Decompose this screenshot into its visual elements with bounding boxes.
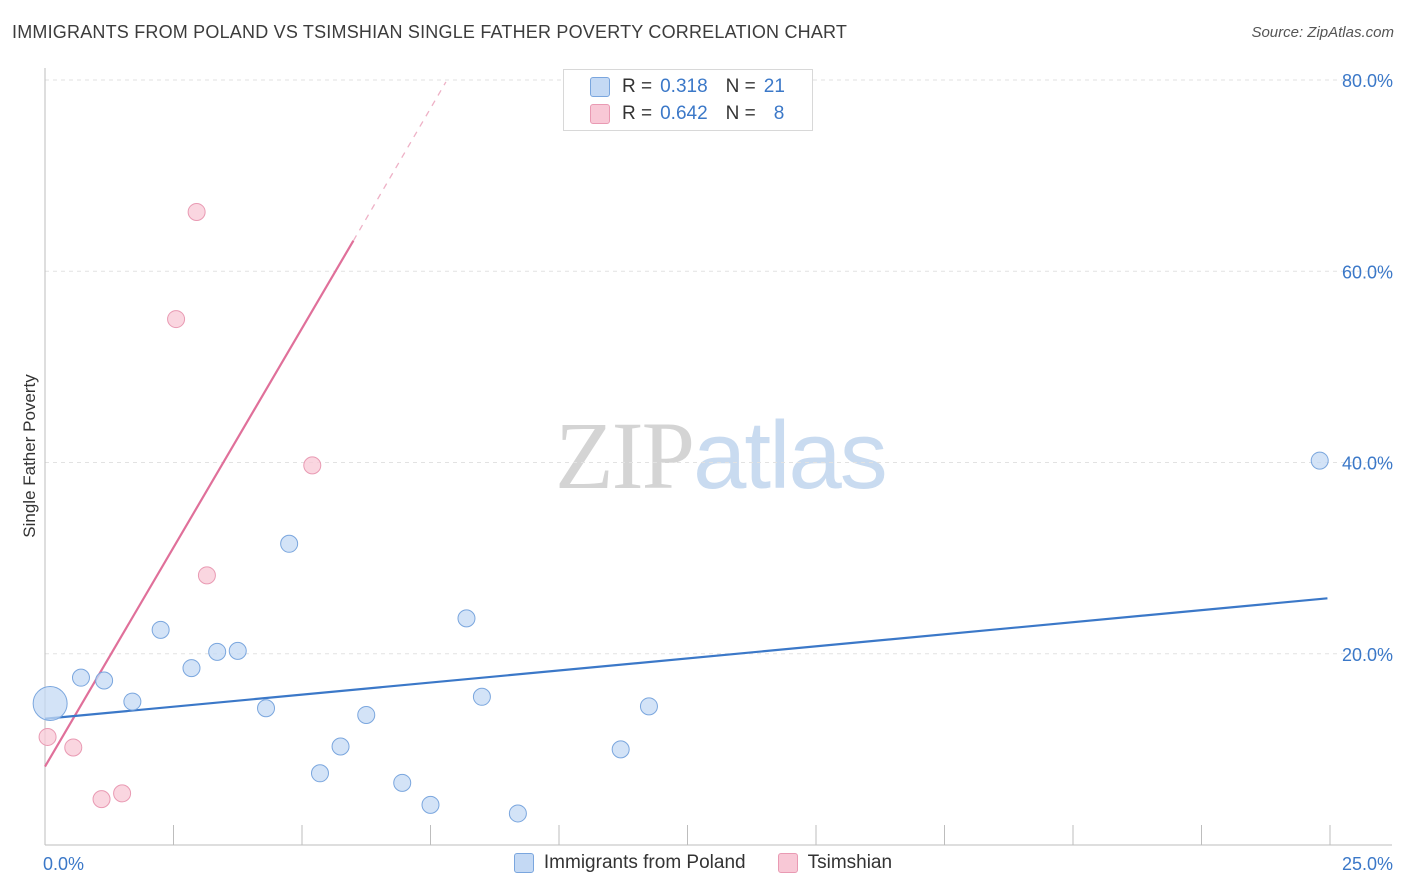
y-tick-label: 80.0% bbox=[1342, 71, 1393, 91]
legend-row-poland: R = 0.318 N = 21 bbox=[590, 73, 785, 100]
data-point-poland bbox=[95, 671, 114, 690]
data-point-tsimshian bbox=[64, 738, 83, 757]
data-point-poland bbox=[357, 705, 376, 724]
legend-item-poland[interactable]: Immigrants from Poland bbox=[513, 852, 746, 874]
data-point-poland bbox=[457, 609, 476, 628]
data-point-poland bbox=[32, 685, 68, 721]
legend-swatch-poland bbox=[590, 76, 610, 97]
x-tick-label: 0.0% bbox=[43, 854, 84, 874]
x-tick-label: 25.0% bbox=[1342, 854, 1393, 874]
legend-label-poland: Immigrants from Poland bbox=[543, 852, 746, 873]
trendline-tsimshian bbox=[44, 240, 355, 768]
trendline-tsimshian-extension bbox=[352, 81, 447, 241]
data-point-poland bbox=[257, 699, 276, 718]
legend-swatch-tsimshian bbox=[590, 103, 610, 124]
data-point-tsimshian bbox=[197, 566, 216, 585]
trendline-poland bbox=[44, 597, 1328, 720]
y-tick-label: 60.0% bbox=[1342, 262, 1393, 282]
data-point-tsimshian bbox=[113, 784, 132, 803]
data-point-tsimshian bbox=[303, 456, 322, 475]
legend-item-tsimshian[interactable]: Tsimshian bbox=[777, 852, 893, 874]
data-point-tsimshian bbox=[187, 202, 206, 221]
legend-n-label: N = bbox=[725, 102, 756, 124]
data-point-poland bbox=[611, 740, 630, 759]
data-point-tsimshian bbox=[167, 310, 186, 329]
source-label: Source: ZipAtlas.com bbox=[1251, 24, 1394, 41]
data-point-poland bbox=[228, 641, 247, 660]
legend-r-value: 0.318 bbox=[660, 75, 708, 97]
data-point-poland bbox=[472, 687, 491, 706]
legend-r-value: 0.642 bbox=[660, 102, 708, 124]
y-tick-label: 20.0% bbox=[1342, 645, 1393, 665]
data-point-poland bbox=[71, 668, 90, 687]
chart-title: IMMIGRANTS FROM POLAND VS TSIMSHIAN SING… bbox=[12, 22, 848, 42]
legend-n-value: 8 bbox=[773, 102, 785, 124]
correlation-legend: R = 0.318 N = 21 R = 0.642 N = 8 bbox=[563, 69, 813, 131]
data-point-poland bbox=[393, 773, 412, 792]
legend-n-value: 21 bbox=[763, 75, 785, 97]
legend-r-label: R = bbox=[622, 75, 653, 97]
data-point-poland bbox=[208, 642, 227, 661]
legend-swatch-tsimshian bbox=[777, 853, 798, 873]
data-point-poland bbox=[123, 692, 142, 711]
data-point-poland bbox=[508, 804, 527, 823]
legend-row-tsimshian: R = 0.642 N = 8 bbox=[590, 100, 784, 127]
data-point-poland bbox=[421, 795, 440, 814]
data-point-poland bbox=[310, 764, 329, 783]
legend-label-tsimshian: Tsimshian bbox=[807, 852, 893, 873]
data-point-poland bbox=[280, 534, 299, 553]
data-point-tsimshian bbox=[92, 790, 111, 809]
data-point-poland bbox=[331, 737, 350, 756]
data-point-poland bbox=[1310, 451, 1329, 470]
series-legend: Immigrants from Poland Tsimshian bbox=[0, 852, 1406, 874]
data-point-poland bbox=[182, 659, 201, 678]
data-point-poland bbox=[639, 697, 658, 716]
data-point-tsimshian bbox=[38, 727, 57, 746]
legend-r-label: R = bbox=[622, 102, 653, 124]
y-tick-label: 40.0% bbox=[1342, 454, 1393, 474]
legend-n-label: N = bbox=[725, 75, 756, 97]
legend-swatch-poland bbox=[513, 853, 534, 873]
data-point-poland bbox=[151, 620, 170, 639]
